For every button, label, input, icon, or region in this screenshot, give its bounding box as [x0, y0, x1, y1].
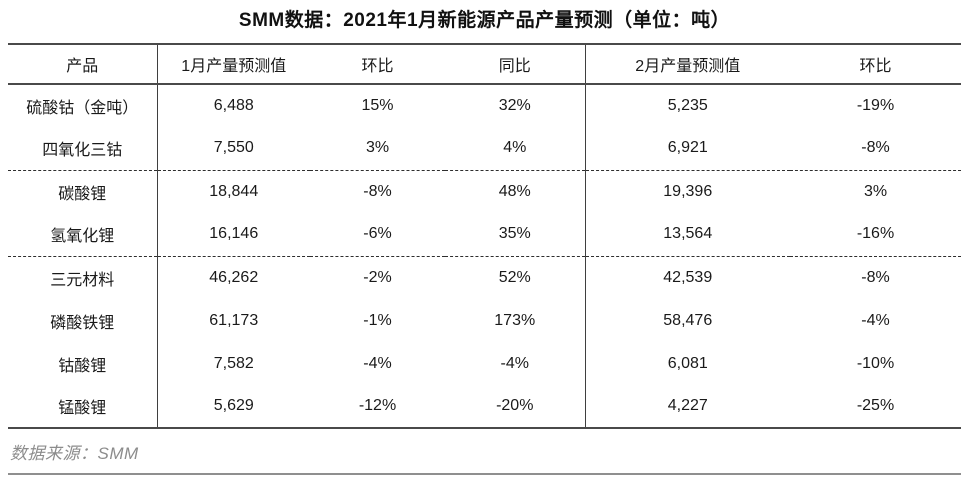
cell-jan-value: 61,173 [209, 311, 259, 329]
page-title: SMM数据：2021年1月新能源产品产量预测（单位：吨） [238, 10, 731, 31]
cell-mom-jan: -4% [363, 354, 392, 372]
table-row: 四氧化三钴 7,550 3% 4% 6,921 -8% [8, 127, 961, 170]
cell-product: 氢氧化锂 [8, 213, 158, 256]
cell-mom-feb: -4% [861, 311, 890, 329]
table-row: 三元材料 46,262 -2% 52% 42,539 -8% [8, 256, 961, 299]
column-header-mom-feb: 环比 [859, 58, 892, 75]
cell-yoy: 35% [445, 213, 586, 256]
column-header-mom-jan: 环比 [361, 58, 394, 75]
cell-jan-value: 46,262 [209, 268, 259, 286]
cell-mom-feb: -25% [856, 397, 895, 414]
cell-product: 三元材料 [8, 256, 158, 299]
cell-yoy: 52% [445, 256, 586, 299]
cell-yoy: 48% [445, 170, 586, 213]
cell-jan-value: 7,582 [213, 354, 254, 372]
column-header-yoy: 同比 [445, 44, 586, 84]
cell-mom-jan: 3% [365, 139, 390, 157]
footer: 数据来源：SMM [8, 429, 961, 475]
cell-mom-feb: -8% [861, 268, 890, 286]
table-row: 碳酸锂 18,844 -8% 48% 19,396 3% [8, 170, 961, 213]
cell-jan-value: 7,550 [213, 139, 254, 157]
column-header-product: 产品 [8, 44, 158, 84]
cell-mom-feb: -19% [856, 97, 895, 114]
cell-feb-value: 6,921 [667, 139, 708, 157]
cell-product: 锰酸锂 [8, 385, 158, 428]
cell-product: 碳酸锂 [8, 170, 158, 213]
cell-mom-jan: -6% [363, 225, 392, 243]
cell-mom-feb: 3% [863, 182, 888, 200]
cell-jan-value: 6,488 [213, 97, 254, 114]
forecast-table: 产品 1月产量预测值 环比 同比 2月产量预测值 环比 硫酸钴（金吨） 6,48… [8, 43, 961, 429]
column-header-jan-forecast: 1月产量预测值 [181, 58, 287, 75]
cell-jan-value: 5,629 [213, 397, 254, 414]
cell-feb-value: 6,081 [667, 354, 708, 372]
cell-yoy: -4% [445, 342, 586, 385]
cell-feb-value: 19,396 [663, 182, 713, 200]
cell-jan-value: 18,844 [209, 182, 259, 200]
cell-feb-value: 5,235 [667, 97, 708, 114]
cell-yoy: -20% [445, 385, 586, 428]
cell-mom-feb: -10% [856, 354, 895, 372]
cell-product: 钴酸锂 [8, 342, 158, 385]
cell-jan-value: 16,146 [209, 225, 259, 243]
cell-mom-feb: -16% [856, 225, 895, 243]
cell-yoy: 4% [445, 127, 586, 170]
cell-yoy: 32% [445, 84, 586, 127]
cell-mom-jan: -8% [363, 182, 392, 200]
cell-mom-jan: -2% [363, 268, 392, 286]
cell-mom-feb: -8% [861, 139, 890, 157]
table-row: 钴酸锂 7,582 -4% -4% 6,081 -10% [8, 342, 961, 385]
column-header-feb-forecast: 2月产量预测值 [635, 58, 741, 75]
cell-mom-jan: -1% [363, 311, 392, 329]
cell-mom-jan: 15% [361, 97, 394, 114]
table-row: 氢氧化锂 16,146 -6% 35% 13,564 -16% [8, 213, 961, 256]
data-source: 数据来源：SMM [10, 444, 139, 463]
cell-feb-value: 42,539 [663, 268, 713, 286]
cell-product: 四氧化三钴 [8, 127, 158, 170]
cell-product: 磷酸铁锂 [8, 299, 158, 342]
table-row: 硫酸钴（金吨） 6,488 15% 32% 5,235 -19% [8, 84, 961, 127]
cell-mom-jan: -12% [358, 397, 397, 414]
cell-yoy: 173% [445, 299, 586, 342]
cell-product: 硫酸钴（金吨） [8, 84, 158, 127]
table-row: 磷酸铁锂 61,173 -1% 173% 58,476 -4% [8, 299, 961, 342]
header-row: 产品 1月产量预测值 环比 同比 2月产量预测值 环比 [8, 44, 961, 84]
cell-feb-value: 13,564 [663, 225, 713, 243]
cell-feb-value: 4,227 [667, 397, 708, 414]
cell-feb-value: 58,476 [663, 311, 713, 329]
table-row: 锰酸锂 5,629 -12% -20% 4,227 -25% [8, 385, 961, 428]
